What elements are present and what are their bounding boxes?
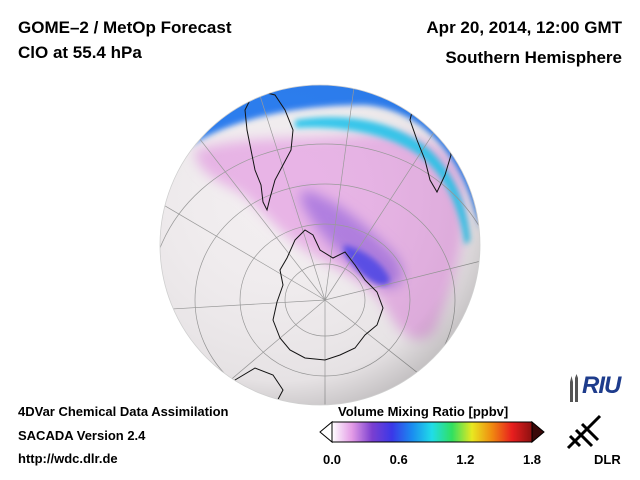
footer-url[interactable]: http://wdc.dlr.de: [18, 451, 118, 466]
riu-logo: RIU: [568, 372, 630, 402]
species-label: ClO at 55.4 hPa: [18, 43, 142, 62]
datetime-label: Apr 20, 2014, 12:00 GMT: [426, 18, 622, 37]
colorbar-max-arrow: [531, 420, 545, 444]
colorbar: [319, 420, 545, 444]
colorbar-ramp: [331, 421, 533, 443]
hemisphere-label: Southern Hemisphere: [445, 48, 622, 67]
colorbar-tick-label: 1.8: [522, 452, 542, 467]
footer-line2: SACADA Version 2.4: [18, 428, 146, 443]
colorbar-tick-label: 0.0: [322, 452, 342, 467]
colorbar-label: Volume Mixing Ratio [ppbv]: [338, 404, 509, 419]
map-title: GOME–2 / MetOp Forecast: [18, 18, 232, 37]
globe-map: [159, 84, 481, 406]
dlr-logo: DLR: [562, 410, 626, 470]
colorbar-tick-label: 0.6: [389, 452, 408, 467]
footer-line1: 4DVar Chemical Data Assimilation: [18, 404, 229, 419]
colorbar-tick-label: 1.2: [456, 452, 475, 467]
colorbar-min-arrow: [319, 420, 333, 444]
